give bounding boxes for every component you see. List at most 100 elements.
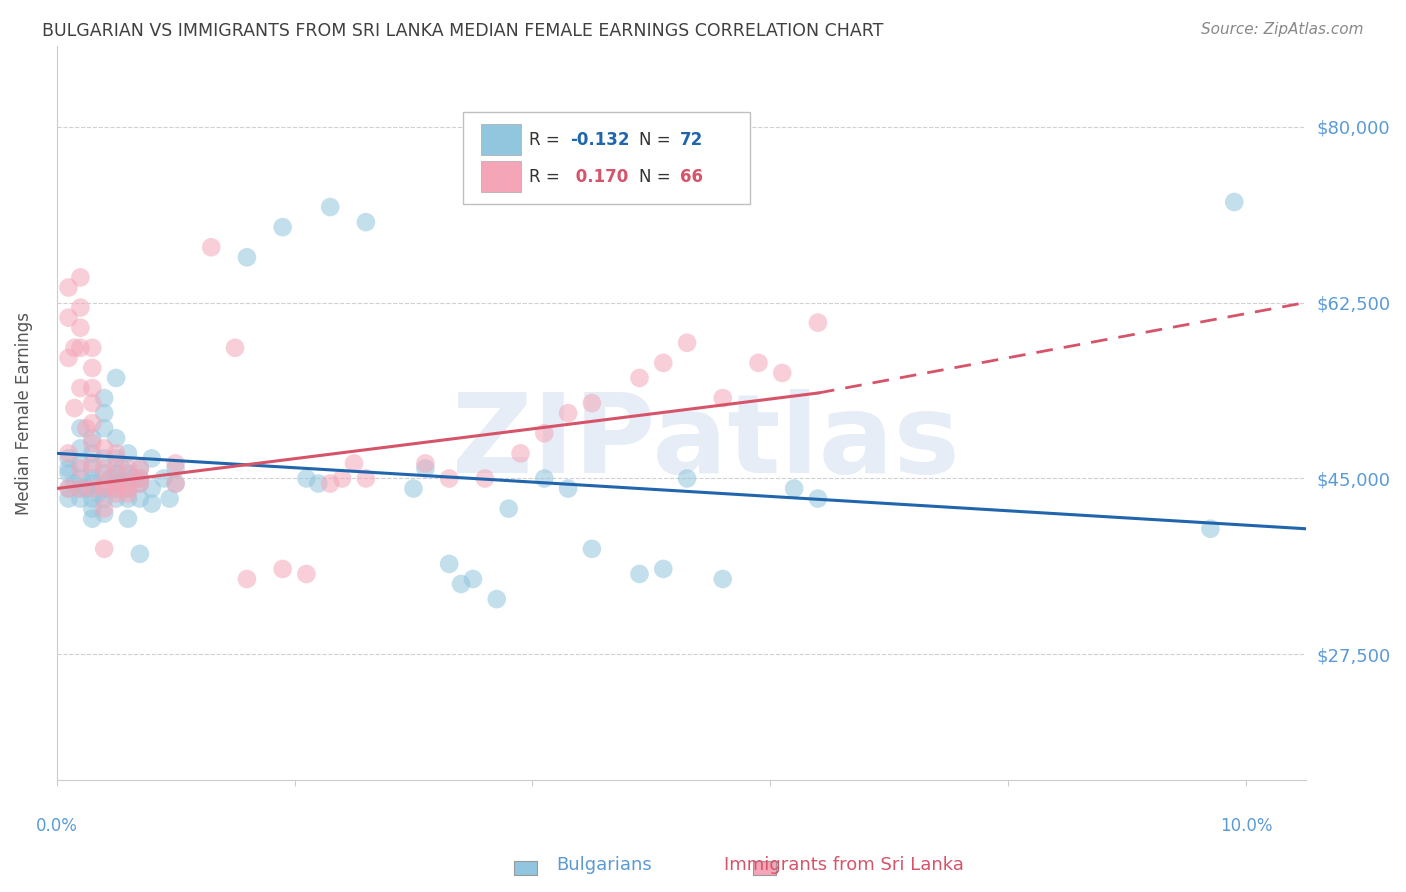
- Point: [82, 461, 104, 475]
- Point: [117, 482, 139, 496]
- Point: [165, 476, 187, 491]
- Point: [82, 416, 104, 430]
- Point: [711, 572, 734, 586]
- Point: [117, 476, 139, 491]
- Point: [152, 471, 174, 485]
- Point: [711, 391, 734, 405]
- Point: [509, 446, 531, 460]
- Point: [82, 396, 104, 410]
- Point: [128, 547, 150, 561]
- Point: [128, 476, 150, 491]
- Point: [82, 511, 104, 525]
- Text: 66: 66: [681, 168, 703, 186]
- Point: [58, 310, 80, 325]
- Bar: [515, 861, 537, 875]
- Point: [105, 476, 128, 491]
- Point: [69, 442, 91, 456]
- Point: [63, 341, 86, 355]
- Y-axis label: Median Female Earnings: Median Female Earnings: [15, 311, 32, 515]
- Point: [122, 471, 145, 485]
- Point: [69, 482, 91, 496]
- Point: [82, 446, 104, 460]
- Text: 10.0%: 10.0%: [1220, 817, 1272, 835]
- Point: [533, 426, 555, 441]
- Text: -0.132: -0.132: [569, 130, 630, 149]
- Point: [82, 482, 104, 496]
- Point: [200, 240, 222, 254]
- Point: [581, 541, 603, 556]
- Point: [402, 482, 425, 496]
- Point: [807, 491, 830, 506]
- Point: [82, 491, 104, 506]
- Point: [557, 406, 579, 420]
- Point: [58, 482, 80, 496]
- Text: 72: 72: [681, 130, 703, 149]
- Point: [807, 316, 830, 330]
- Point: [141, 497, 163, 511]
- Point: [628, 371, 651, 385]
- Point: [69, 491, 91, 506]
- Point: [87, 486, 110, 500]
- Point: [82, 476, 104, 491]
- Point: [770, 366, 793, 380]
- FancyBboxPatch shape: [481, 124, 522, 155]
- Point: [69, 482, 91, 496]
- Point: [82, 457, 104, 471]
- Point: [1199, 522, 1222, 536]
- Point: [75, 482, 97, 496]
- Point: [82, 341, 104, 355]
- Point: [93, 442, 115, 456]
- Point: [105, 446, 128, 460]
- Point: [93, 391, 115, 405]
- Point: [652, 562, 675, 576]
- Point: [105, 486, 128, 500]
- Point: [82, 431, 104, 445]
- Point: [676, 335, 699, 350]
- Point: [117, 467, 139, 481]
- Point: [117, 511, 139, 525]
- Point: [295, 471, 318, 485]
- Point: [415, 457, 437, 471]
- Point: [652, 356, 675, 370]
- Point: [93, 476, 115, 491]
- Point: [105, 491, 128, 506]
- Point: [93, 461, 115, 475]
- Point: [93, 541, 115, 556]
- Point: [98, 471, 121, 485]
- Point: [117, 486, 139, 500]
- Point: [330, 471, 353, 485]
- Point: [141, 482, 163, 496]
- Point: [111, 461, 134, 475]
- Point: [128, 461, 150, 475]
- Point: [271, 220, 294, 235]
- Point: [117, 482, 139, 496]
- Point: [1223, 194, 1246, 209]
- Point: [69, 341, 91, 355]
- Point: [437, 471, 460, 485]
- Point: [58, 461, 80, 475]
- Point: [58, 451, 80, 466]
- Point: [450, 577, 472, 591]
- Point: [307, 476, 329, 491]
- Point: [117, 491, 139, 506]
- Point: [533, 471, 555, 485]
- Point: [159, 491, 181, 506]
- Point: [354, 471, 377, 485]
- Text: BULGARIAN VS IMMIGRANTS FROM SRI LANKA MEDIAN FEMALE EARNINGS CORRELATION CHART: BULGARIAN VS IMMIGRANTS FROM SRI LANKA M…: [42, 22, 883, 40]
- Point: [165, 476, 187, 491]
- Point: [236, 250, 259, 264]
- Text: 0.170: 0.170: [569, 168, 628, 186]
- Point: [141, 451, 163, 466]
- Point: [82, 471, 104, 485]
- Point: [117, 446, 139, 460]
- Point: [128, 491, 150, 506]
- Point: [319, 200, 342, 214]
- Point: [165, 457, 187, 471]
- Point: [58, 446, 80, 460]
- Point: [82, 381, 104, 395]
- Point: [105, 451, 128, 466]
- Point: [58, 482, 80, 496]
- Point: [69, 301, 91, 315]
- Point: [105, 461, 128, 475]
- Point: [58, 280, 80, 294]
